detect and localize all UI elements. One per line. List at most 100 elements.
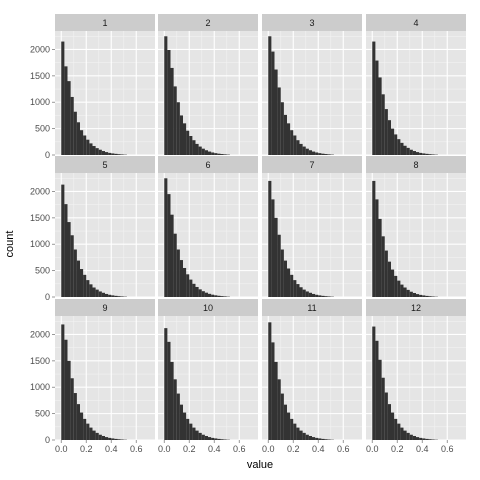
histogram-bar [299, 287, 303, 297]
histogram-bar [268, 322, 272, 440]
histogram-bar [220, 439, 224, 440]
histogram-bar [274, 361, 278, 440]
histogram-bar [277, 87, 281, 155]
facet-strip-label: 1 [102, 18, 107, 28]
histogram-bar [406, 289, 410, 297]
histogram-bar [173, 379, 177, 440]
histogram-bar [217, 153, 221, 155]
histogram-bar [101, 292, 105, 297]
histogram-bar [416, 152, 420, 155]
histogram-bar [280, 393, 284, 440]
histogram-bar [412, 151, 416, 155]
histogram-bar [305, 434, 309, 440]
facet-panel-1: 1 0 500 1000 1500 2000 [30, 14, 155, 160]
histogram-bar [86, 423, 90, 440]
facet-strip-label: 9 [102, 303, 107, 313]
histogram-bar [296, 140, 300, 155]
histogram-bar [416, 294, 420, 297]
histogram-bar [95, 289, 99, 297]
histogram-bar [403, 287, 407, 297]
y-tick-label: 2000 [30, 186, 50, 196]
histogram-bar [92, 430, 96, 440]
histogram-bar [271, 51, 275, 156]
histogram-bar [406, 432, 410, 440]
x-tick-label: 0.2 [183, 444, 196, 454]
histogram-bar [198, 432, 202, 440]
histogram-bar [283, 114, 287, 155]
histogram-bar [283, 404, 287, 440]
histogram-bar [208, 293, 212, 297]
histogram-bar [422, 438, 426, 440]
x-tick-label: 0.2 [391, 444, 404, 454]
facet-strip [158, 299, 258, 316]
histogram-bar [290, 418, 294, 440]
histogram-bar [277, 379, 281, 440]
histogram-bar [92, 146, 96, 155]
histogram-bar [372, 326, 376, 440]
histogram-bar [419, 152, 423, 155]
histogram-bar [409, 291, 413, 297]
histogram-bar [179, 404, 183, 440]
histogram-bar [287, 123, 291, 155]
histogram-bar [167, 49, 171, 155]
histogram-bar [198, 289, 202, 297]
histogram-bar [176, 249, 180, 297]
histogram-bar [189, 136, 193, 155]
histogram-bar [412, 435, 416, 440]
histogram-bar [120, 154, 124, 155]
histogram-bar [179, 260, 183, 297]
histogram-bar [217, 295, 221, 297]
histogram-bar [105, 437, 109, 440]
histogram-bar [318, 438, 322, 440]
histogram-bar [164, 328, 168, 440]
histogram-bar [70, 378, 74, 440]
histogram-bar [61, 41, 65, 155]
histogram-bar [201, 291, 205, 297]
histogram-bar [394, 418, 398, 440]
histogram-bar [324, 296, 328, 297]
facet-strip-label: 5 [102, 160, 107, 170]
histogram-bar [381, 377, 385, 440]
histogram-bar [61, 324, 65, 440]
histogram-bar [176, 393, 180, 440]
histogram-bar [287, 412, 291, 440]
histogram-bar [64, 66, 68, 155]
histogram-bar [431, 154, 435, 155]
histogram-bar [198, 146, 202, 155]
histogram-bar [76, 122, 80, 155]
x-tick-label: 0.0 [262, 444, 275, 454]
histogram-bar [308, 150, 312, 155]
histogram-bar [173, 233, 177, 297]
histogram-bar [89, 427, 93, 440]
histogram-bar [375, 60, 379, 155]
histogram-bar [372, 41, 376, 155]
histogram-bar [80, 269, 84, 297]
histogram-bar [98, 434, 102, 440]
histogram-bar [391, 269, 395, 297]
histogram-bar [293, 423, 297, 440]
histogram-bar [195, 143, 199, 155]
histogram-bar [183, 267, 187, 297]
histogram-bar [425, 438, 429, 440]
histogram-bar [211, 294, 215, 297]
histogram-bar [428, 296, 432, 297]
histogram-bar [409, 434, 413, 440]
histogram-bar [189, 279, 193, 297]
histogram-bar [86, 139, 90, 155]
facet-strip [262, 299, 362, 316]
histogram-bar [170, 361, 174, 440]
histogram-bar [167, 341, 171, 440]
y-tick-label: 2000 [30, 44, 50, 54]
facet-strip [158, 156, 258, 173]
histogram-bar [425, 153, 429, 155]
histogram-bar [293, 280, 297, 297]
histogram-bar [409, 149, 413, 155]
histogram-bar [384, 392, 388, 440]
histogram-bar [183, 412, 187, 440]
x-tick-label: 0.0 [158, 444, 171, 454]
histogram-bar [67, 360, 71, 440]
histogram-bar [192, 427, 196, 440]
histogram-bar [76, 404, 80, 440]
histogram-bar [308, 292, 312, 297]
